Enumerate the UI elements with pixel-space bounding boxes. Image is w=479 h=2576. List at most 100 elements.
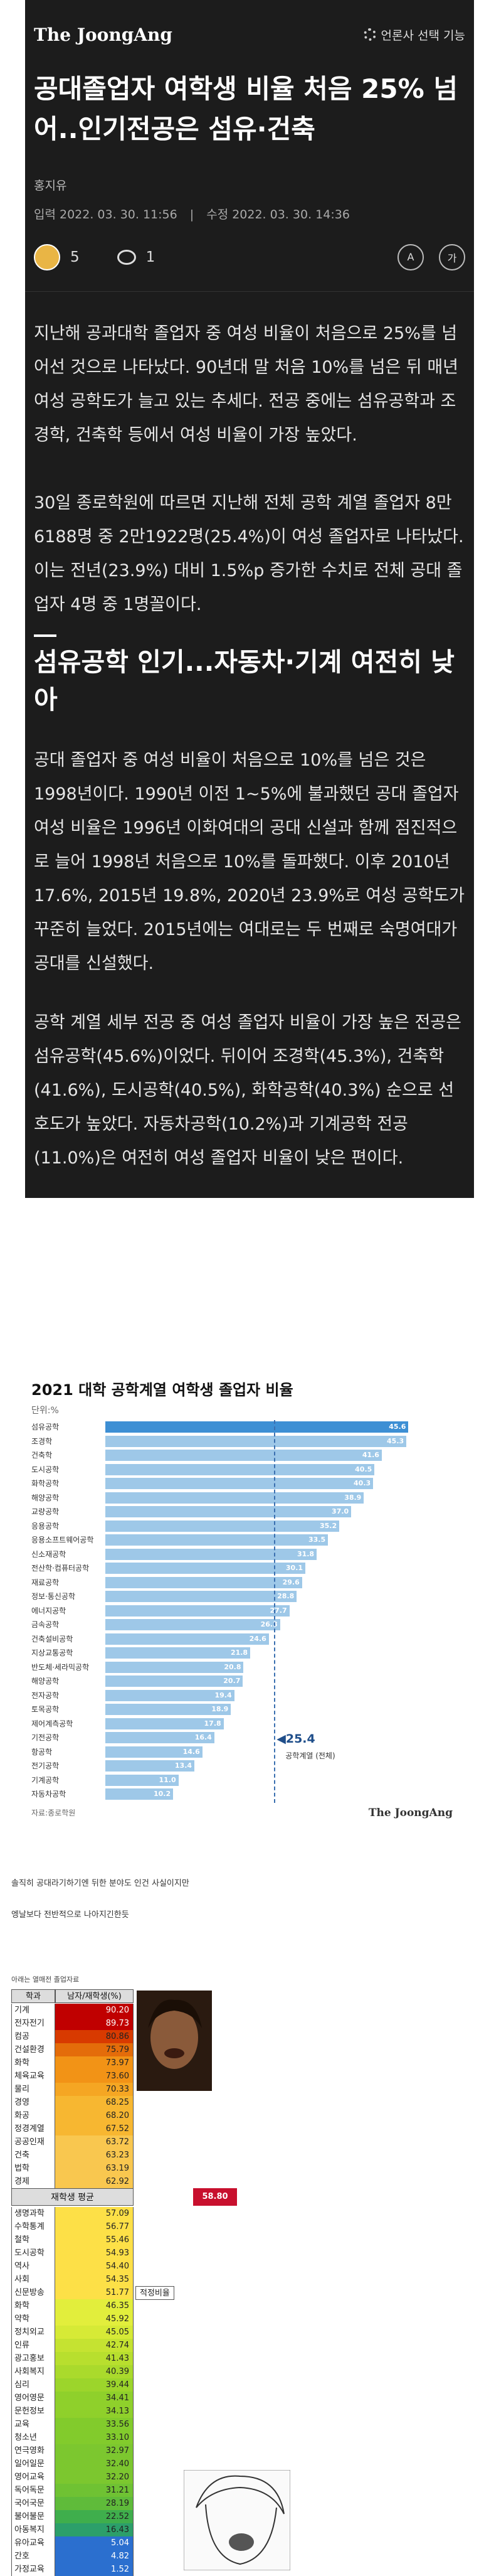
subheading-rule xyxy=(34,634,56,637)
average-row-value: 58.80 xyxy=(193,2188,237,2206)
male-ratio-value: 68.25 xyxy=(55,2096,134,2109)
chart-value-label: 33.5 xyxy=(308,1536,326,1544)
table-row: 정경계열 67.52 xyxy=(11,2122,134,2135)
chart-value-label: 40.5 xyxy=(355,1465,372,1473)
chart-category-label: 화학공학 xyxy=(31,1479,60,1488)
table-row: 연극영화 32.97 xyxy=(11,2444,134,2457)
male-ratio-value: 80.86 xyxy=(55,2030,134,2043)
chart-bar xyxy=(105,1435,407,1447)
major-name: 아동복지 xyxy=(11,2523,55,2536)
chart-bar xyxy=(105,1534,329,1546)
chart-value-label: 30.1 xyxy=(285,1564,303,1572)
male-ratio-value: 39.44 xyxy=(55,2378,134,2392)
major-name: 국어국문 xyxy=(11,2497,55,2510)
female-ratio-chart: 2021 대학 공학계열 여학생 졸업자 비율 단위:% 섬유공학 45.6 조경학… xyxy=(25,1371,474,1854)
table-row: 수학통계 56.77 xyxy=(11,2220,134,2233)
male-ratio-value: 90.20 xyxy=(55,2004,134,2017)
male-ratio-value: 34.41 xyxy=(55,2392,134,2405)
chart-value-label: 27.7 xyxy=(270,1606,287,1615)
major-name: 철학 xyxy=(11,2233,55,2247)
major-name: 법학 xyxy=(11,2162,55,2175)
male-ratio-value: 4.82 xyxy=(55,2550,134,2563)
chart-value-label: 28.8 xyxy=(277,1592,295,1600)
chart-category-label: 전기공학 xyxy=(31,1761,60,1770)
table-row: 일어일문 32.40 xyxy=(11,2457,134,2471)
pic2-face xyxy=(205,2504,277,2565)
translate-button[interactable]: A xyxy=(397,243,424,270)
chart-value-label: 17.8 xyxy=(204,1719,221,1728)
major-name: 불어불문 xyxy=(11,2510,55,2523)
major-name: 건설환경 xyxy=(11,2043,55,2056)
table-caption: 아래는 열매전 졸업자료 xyxy=(11,1975,80,1984)
male-ratio-value: 63.23 xyxy=(55,2149,134,2162)
male-ratio-value: 45.92 xyxy=(55,2312,134,2326)
table-row: 광고홍보 41.43 xyxy=(11,2352,134,2365)
chart-bar xyxy=(105,1704,231,1715)
major-name: 신문방송 xyxy=(11,2286,55,2299)
major-name: 컴공 xyxy=(11,2030,55,2043)
chart-bar xyxy=(105,1463,375,1475)
major-name: 체육교육 xyxy=(11,2070,55,2083)
comment-button[interactable]: 1 xyxy=(117,249,155,265)
major-name: 화학 xyxy=(11,2299,55,2312)
table-row: 교육 33.56 xyxy=(11,2418,134,2431)
chart-category-label: 응용공학 xyxy=(31,1521,60,1531)
paragraph-4: 공학 계열 세부 전공 중 여성 졸업자 비율이 가장 높은 전공은 섬유공학(… xyxy=(34,1013,461,1168)
male-ratio-value: 55.46 xyxy=(55,2233,134,2247)
table-row: 불어불문 22.52 xyxy=(11,2510,134,2523)
chart-bar xyxy=(105,1576,302,1588)
male-ratio-value: 46.35 xyxy=(55,2299,134,2312)
author-name[interactable]: 홍지유 xyxy=(34,179,67,193)
chart-bar xyxy=(105,1661,244,1673)
major-name: 가정교육 xyxy=(11,2563,55,2576)
male-ratio-value: 45.05 xyxy=(55,2326,134,2339)
article-toolbar: 5 1 A 가 xyxy=(25,223,474,292)
average-label: ◀25.4 xyxy=(276,1732,315,1746)
major-name: 경제 xyxy=(11,2175,55,2188)
average-row-label: 재학생 평균 xyxy=(11,2188,134,2206)
table-row: 전자전기 89.73 xyxy=(11,2017,134,2030)
table-row: 도시공학 54.93 xyxy=(11,2247,134,2260)
major-name: 전자전기 xyxy=(11,2017,55,2030)
col-header-ratio: 남자/재학생(%) xyxy=(55,1989,134,2003)
chart-value-label: 41.6 xyxy=(362,1451,379,1459)
male-ratio-value: 63.19 xyxy=(55,2162,134,2175)
male-ratio-value: 28.19 xyxy=(55,2497,134,2510)
major-name: 문헌정보 xyxy=(11,2405,55,2418)
table-row: 사회복지 40.39 xyxy=(11,2365,134,2378)
col-header-major: 학과 xyxy=(11,1989,55,2003)
table-row: 공공인재 63.72 xyxy=(11,2135,134,2149)
chart-value-label: 20.8 xyxy=(224,1662,241,1671)
font-size-button[interactable]: 가 xyxy=(439,243,465,270)
table-row: 경제 62.92 xyxy=(11,2175,134,2188)
chart-category-label: 금속공학 xyxy=(31,1620,60,1629)
male-ratio-value: 51.77 xyxy=(55,2286,134,2299)
male-ratio-value: 16.43 xyxy=(55,2523,134,2536)
table-row: 컴공 80.86 xyxy=(11,2030,134,2043)
table-row: 건축 63.23 xyxy=(11,2149,134,2162)
major-name: 청소년 xyxy=(11,2431,55,2444)
chart-category-label: 건축설비공학 xyxy=(31,1634,73,1643)
major-name: 연극영화 xyxy=(11,2444,55,2457)
major-name: 정치외교 xyxy=(11,2326,55,2339)
reaction-button[interactable]: 5 xyxy=(34,243,80,270)
chart-value-label: 26.3 xyxy=(260,1620,278,1628)
chart-category-label: 반도체·세라믹공학 xyxy=(31,1662,90,1672)
press-select-button[interactable]: 언론사 선택 기능 xyxy=(363,26,465,43)
male-ratio-value: 68.20 xyxy=(55,2109,134,2122)
chart-bar xyxy=(105,1605,290,1617)
major-name: 심리 xyxy=(11,2378,55,2392)
major-name: 경영 xyxy=(11,2096,55,2109)
pic1-mouth xyxy=(164,2048,184,2058)
table-row: 약학 45.92 xyxy=(11,2312,134,2326)
table-row: 기계 90.20 xyxy=(11,2004,134,2017)
joongang-logo[interactable]: The JoongAng xyxy=(34,24,172,45)
date-divider: | xyxy=(189,208,194,222)
male-ratio-value: 32.20 xyxy=(55,2471,134,2484)
chart-value-label: 19.4 xyxy=(214,1691,232,1699)
table-row: 경영 68.25 xyxy=(11,2096,134,2109)
major-name: 화학 xyxy=(11,2056,55,2070)
chart-category-label: 정보·통신공학 xyxy=(31,1592,76,1601)
chart-bar xyxy=(105,1718,224,1729)
chart-category-label: 재료공학 xyxy=(31,1578,60,1587)
